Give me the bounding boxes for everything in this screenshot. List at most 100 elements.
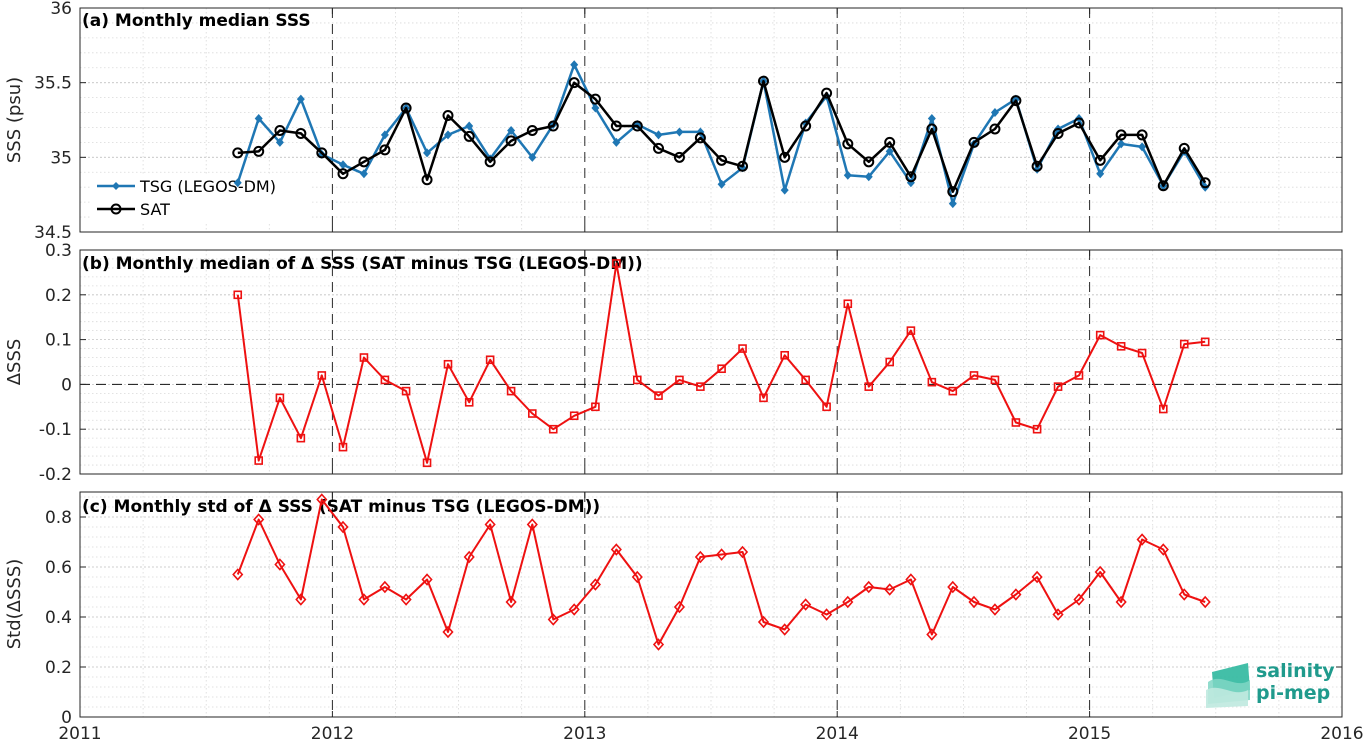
data-point [631,120,643,132]
data-point [485,355,495,365]
y-tick-label: 0.4 [45,608,72,628]
data-point [1116,342,1126,351]
data-point [717,179,726,189]
data-point [484,518,496,531]
data-point [548,424,558,434]
data-point [295,593,307,606]
data-point [233,290,243,300]
legend: TSG (LEGOS-DM) SAT [92,174,312,222]
data-point [1157,543,1169,556]
data-point [843,299,853,309]
data-point [1094,154,1106,166]
data-point [631,570,643,584]
data-point [800,598,812,611]
data-point [1010,95,1022,107]
data-point [843,170,852,180]
grid [80,492,1342,718]
data-point [1073,117,1085,129]
panel-c-title: (c) Monthly std of Δ SSS (SAT minus TSG … [82,497,600,517]
data-point [400,593,412,606]
data-point [1117,139,1126,149]
data-point [359,353,369,362]
data-point [759,393,768,403]
data-point [233,178,242,188]
grid [80,7,1342,233]
series-line [236,498,1206,646]
data-point [380,130,389,140]
y-tick-label: 34.5 [34,223,72,243]
panel-a-title: (a) Monthly median SSS [82,11,311,31]
data-point [906,326,916,335]
series-0-1 [232,75,1211,198]
data-point [885,146,894,156]
y-tick-label: 0.2 [45,658,72,678]
data-point [717,364,726,374]
data-point [296,94,305,104]
data-point [589,93,601,105]
logo-text-pi-mep: pi-mep [1256,682,1330,704]
data-point [821,87,833,99]
y-tick-label: 0.8 [45,508,72,528]
data-point [1052,127,1064,139]
data-point [842,595,854,609]
data-point [738,344,747,353]
data-point [507,125,516,135]
data-point [505,135,517,147]
data-point [275,137,284,147]
data-point [990,108,999,118]
legend-sat-label: SAT [140,200,170,219]
data-point [673,600,686,614]
data-point [423,148,432,158]
data-point [801,375,810,385]
x-tick-label: 2016 [1320,724,1363,744]
data-point [716,154,728,166]
data-point [464,398,474,407]
data-point [927,114,936,124]
data-point [254,114,263,124]
data-point [1137,348,1147,358]
grid [80,249,1342,475]
y-tick-label: 0 [61,375,72,395]
y-tick-label: 0.3 [45,241,72,261]
data-point [1178,142,1190,154]
panel-b-ylabel: ΔSSS [4,339,25,386]
axes-box [79,7,1343,233]
data-point [442,110,454,122]
data-point [442,625,454,639]
data-point [610,120,622,132]
series-2-0 [232,493,1211,651]
data-point [1200,337,1210,347]
data-point [632,375,642,385]
y-tick-label: -0.2 [39,465,72,485]
data-point [484,156,496,168]
data-point [337,168,349,180]
data-point [968,595,980,609]
y-tick-label: 0.2 [45,286,72,306]
data-point [232,568,244,581]
data-point [275,393,285,403]
data-point [1074,371,1084,380]
data-point [694,132,706,144]
data-point [800,120,812,132]
wave-logo-icon [1206,663,1250,708]
data-point [716,548,728,561]
y-tick-label: 35.5 [34,74,72,94]
salinity-pi-mep-logo: salinity pi-mep [1206,660,1335,708]
series-1-0 [233,259,1210,468]
data-point [528,152,537,162]
data-point [989,123,1001,135]
data-point [1115,595,1127,609]
data-point [1011,418,1021,427]
data-point [463,550,475,564]
data-point [422,458,432,468]
data-point [780,350,790,360]
data-point [1179,339,1189,349]
data-point [989,603,1001,616]
data-point [947,580,959,594]
data-point [696,382,705,391]
data-point [316,147,328,159]
data-point [612,259,621,268]
data-point [421,174,433,186]
y-tick-label: 0.6 [45,558,72,578]
data-point [675,375,684,385]
